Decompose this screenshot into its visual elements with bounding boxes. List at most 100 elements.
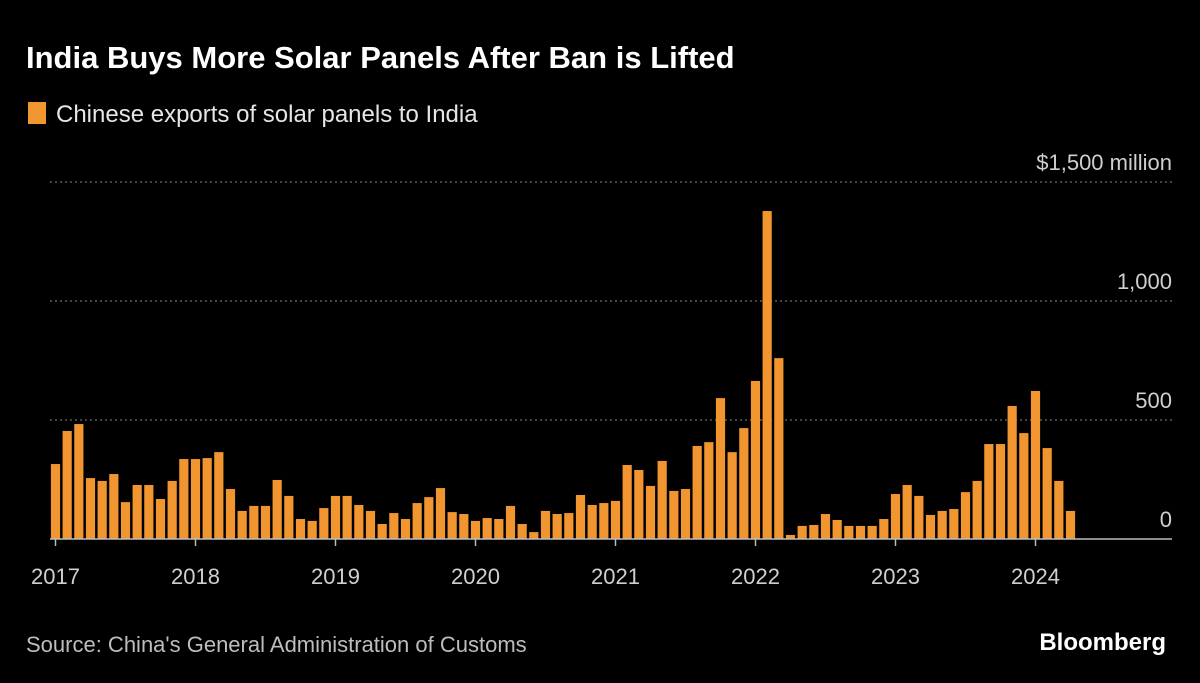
bar: [400, 519, 411, 539]
bar: [505, 505, 516, 539]
bar: [85, 478, 96, 539]
bar: [1065, 510, 1076, 539]
bar: [272, 479, 282, 539]
bar: [225, 489, 236, 539]
bar: [657, 460, 667, 539]
bar: [237, 510, 247, 539]
bar: [669, 490, 679, 539]
bar: [914, 495, 924, 539]
bar: [797, 525, 807, 539]
bar: [307, 520, 317, 539]
bar: [1042, 448, 1052, 539]
bar: [1007, 405, 1017, 539]
x-tick-label: 2019: [311, 564, 360, 589]
bar: [960, 492, 971, 539]
y-tick-label: 1,000: [1117, 269, 1172, 294]
x-tick-label: 2020: [451, 564, 500, 589]
bar: [354, 504, 364, 539]
bar: [202, 458, 212, 539]
bar: [470, 520, 481, 539]
bar: [867, 525, 877, 539]
legend-label: Chinese exports of solar panels to India: [56, 101, 478, 128]
bar: [680, 489, 691, 539]
bar: [832, 519, 842, 539]
bar: [97, 480, 107, 539]
bar: [1019, 433, 1029, 539]
bar: [459, 514, 469, 539]
bar: [809, 524, 819, 539]
bar: [575, 494, 586, 539]
bar: [1030, 390, 1041, 539]
bar: [295, 519, 306, 539]
bar: [890, 494, 901, 539]
bar: [529, 532, 539, 539]
bar: [902, 484, 912, 539]
bar: [120, 502, 131, 539]
bar: [494, 519, 504, 539]
bar: [377, 524, 387, 539]
bar: [365, 510, 376, 539]
bar: [167, 480, 177, 539]
bar: [727, 452, 737, 539]
bar: [692, 445, 702, 539]
bar: [50, 464, 61, 539]
bar: [155, 499, 166, 539]
bar: [330, 495, 341, 539]
bar: [109, 474, 119, 539]
bar: [820, 514, 831, 539]
bar: [190, 459, 201, 539]
bar: [249, 505, 259, 539]
chart-title: India Buys More Solar Panels After Ban i…: [26, 40, 735, 75]
bar: [144, 484, 154, 539]
bar: [564, 513, 574, 539]
bar: [610, 500, 621, 539]
brand: Bloomberg: [1039, 629, 1166, 656]
bar: [132, 484, 142, 539]
bar: [634, 469, 644, 539]
bar: [925, 514, 936, 539]
bar: [587, 504, 597, 539]
bar: [62, 430, 72, 539]
bar: [750, 380, 761, 539]
bar: [179, 459, 189, 539]
bar: [739, 428, 749, 539]
y-tick-label: 0: [1160, 507, 1172, 532]
x-tick-label: 2023: [871, 564, 920, 589]
bar: [284, 495, 294, 539]
bar: [482, 518, 492, 539]
bar: [984, 444, 994, 539]
bar: [995, 444, 1006, 539]
x-tick-label: 2024: [1011, 564, 1060, 589]
bar: [447, 512, 457, 539]
bar: [424, 497, 434, 539]
x-tick-label: 2017: [31, 564, 80, 589]
bar: [260, 505, 271, 539]
legend-swatch: [28, 102, 46, 124]
bar: [704, 442, 714, 539]
bar: [949, 509, 959, 539]
bar: [937, 510, 947, 539]
bar: [645, 485, 656, 539]
bar: [517, 524, 527, 539]
bar: [855, 525, 866, 539]
bar: [552, 514, 562, 539]
y-tick-label: $1,500 million: [1036, 150, 1172, 175]
bar: [879, 519, 889, 539]
bar: [540, 510, 551, 539]
source: Source: China's General Administration o…: [26, 632, 527, 657]
bar: [715, 398, 726, 539]
bar: [785, 534, 796, 539]
bar: [342, 495, 352, 539]
x-tick-label: 2021: [591, 564, 640, 589]
bar: [214, 452, 224, 539]
x-tick-label: 2018: [171, 564, 220, 589]
bar: [74, 424, 84, 539]
bar: [844, 525, 854, 539]
bar: [599, 503, 609, 539]
bar: [622, 464, 632, 539]
bar: [319, 508, 329, 539]
y-tick-label: 500: [1135, 388, 1172, 413]
x-tick-label: 2022: [731, 564, 780, 589]
bar: [389, 513, 399, 539]
